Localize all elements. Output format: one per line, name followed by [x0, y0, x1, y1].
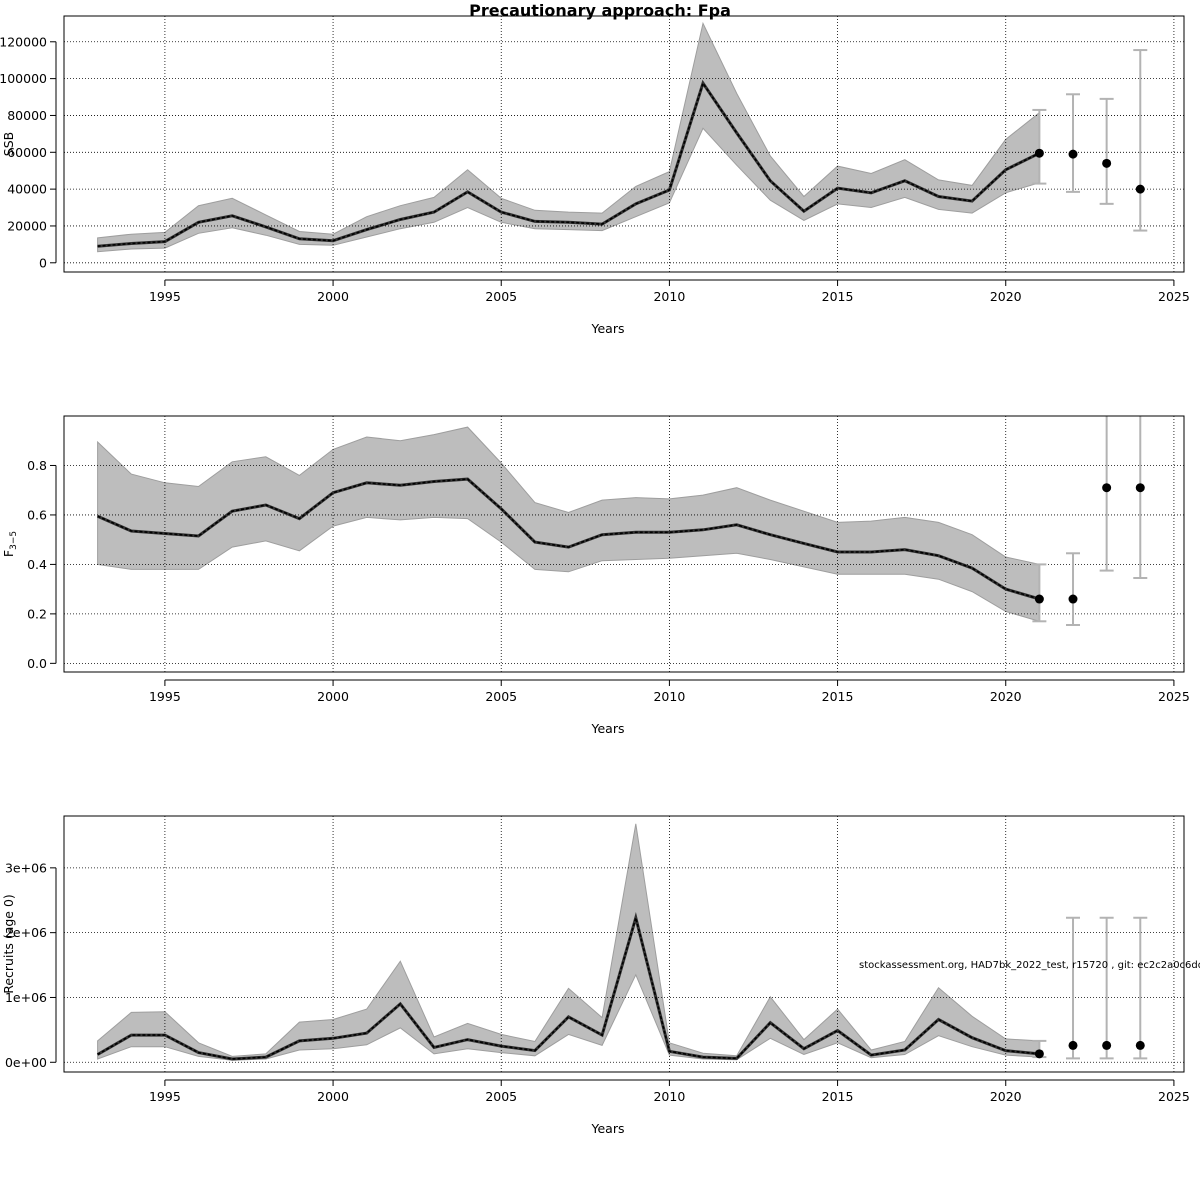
forecast-point [1068, 1040, 1078, 1050]
forecast-point [1102, 1040, 1112, 1050]
forecast-point [1034, 594, 1044, 604]
x-tick-label: 1995 [149, 1089, 181, 1104]
x-tick-label: 2015 [822, 689, 854, 704]
y-axis-title: Recruits (age 0) [1, 894, 16, 994]
y-tick-label: 40000 [7, 182, 47, 197]
estimate-line-dashed [97, 478, 1040, 600]
forecast-point [1068, 149, 1078, 159]
y-tick-label: 0.0 [27, 656, 47, 671]
y-tick-label: 0.2 [27, 606, 47, 621]
forecast-point [1068, 594, 1078, 604]
forecast-point [1135, 184, 1145, 194]
x-tick-label: 2000 [317, 689, 349, 704]
footnote: stockassessment.org, HAD7bk_2022_test, r… [859, 960, 1200, 971]
panel-1: 1995 2000 2005 2010 2015 2020 2025 0 20000 40000 6… [0, 15, 1190, 336]
x-tick-label: 2010 [653, 289, 685, 304]
x-tick-label: 2005 [485, 1089, 517, 1104]
x-tick-label: 2015 [822, 1089, 854, 1104]
x-tick-label: 2020 [990, 289, 1022, 304]
x-tick-label: 2015 [822, 289, 854, 304]
x-axis-title: Years [591, 321, 625, 336]
estimate-line-dashed [97, 914, 1040, 1060]
y-tick-label: 3e+06 [5, 860, 47, 875]
y-axis-title: F3−5 [1, 531, 19, 557]
x-tick-label: 2025 [1158, 289, 1190, 304]
y-tick-label: 100000 [0, 71, 47, 86]
y-tick-label: 0.6 [27, 507, 47, 522]
y-tick-label: 1e+06 [5, 990, 47, 1005]
x-axis-title: Years [591, 1121, 625, 1136]
x-tick-label: 2000 [317, 289, 349, 304]
x-tick-label: 2020 [990, 1089, 1022, 1104]
x-tick-label: 2025 [1158, 1089, 1190, 1104]
y-tick-label: 60000 [7, 145, 47, 160]
y-tick-label: 0.8 [27, 458, 47, 473]
forecast-point [1034, 148, 1044, 158]
x-axis-title: Years [591, 721, 625, 736]
x-tick-label: 2010 [653, 689, 685, 704]
y-tick-label: 0.4 [27, 557, 47, 572]
plot-frame [63, 415, 1185, 673]
forecast-point [1102, 483, 1112, 493]
x-tick-label: 1995 [149, 689, 181, 704]
forecast-point [1135, 483, 1145, 493]
x-tick-label: 2005 [485, 689, 517, 704]
x-tick-label: 2000 [317, 1089, 349, 1104]
x-tick-label: 1995 [149, 289, 181, 304]
panel-3: 1995 2000 2005 2010 2015 2020 2025 0e+00 1e+06 2e… [1, 815, 1190, 1136]
y-axis-title: SSB [1, 132, 16, 156]
y-tick-label: 2e+06 [5, 925, 47, 940]
panels: 1995 2000 2005 2010 2015 2020 2025 0 20000 40000 6… [0, 15, 1190, 1136]
y-tick-label: 0e+00 [5, 1055, 47, 1070]
forecast-point [1102, 158, 1112, 168]
plot-frame [63, 815, 1185, 1073]
figure-title: Precautionary approach: Fpa [469, 1, 731, 20]
x-tick-label: 2010 [653, 1089, 685, 1104]
x-tick-label: 2025 [1158, 689, 1190, 704]
forecast-point [1135, 1040, 1145, 1050]
y-tick-label: 80000 [7, 108, 47, 123]
y-tick-label: 20000 [7, 218, 47, 233]
estimate-line-dashed [97, 81, 1040, 247]
x-tick-label: 2020 [990, 689, 1022, 704]
y-tick-label: 120000 [0, 34, 47, 49]
panel-2: 1995 2000 2005 2010 2015 2020 2025 0.0 0.2 0.4 0.6… [1, 415, 1190, 736]
x-tick-label: 2005 [485, 289, 517, 304]
plot-frame [63, 15, 1185, 273]
y-tick-label: 0 [39, 255, 47, 270]
forecast-point [1034, 1049, 1044, 1059]
